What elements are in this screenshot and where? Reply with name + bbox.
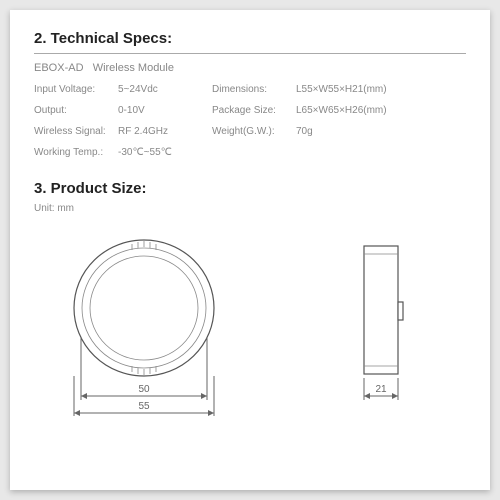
unit-label: Unit: mm (34, 203, 466, 214)
model-desc: Wireless Module (93, 62, 174, 74)
spec-value: 5~24Vdc (118, 84, 208, 95)
model-subtitle: EBOX-AD Wireless Module (34, 62, 466, 74)
side-notch (398, 302, 403, 320)
spec-label: Package Size: (212, 105, 292, 116)
spec-label: Output: (34, 105, 114, 116)
spec-label: Weight(G.W.): (212, 126, 292, 137)
section-2-title: 2. Technical Specs: (34, 30, 466, 47)
spec-value (296, 147, 406, 158)
diagram-area: 50 55 21 (34, 218, 466, 438)
spec-label: Input Voltage: (34, 84, 114, 95)
spec-sheet: 2. Technical Specs: EBOX-AD Wireless Mod… (10, 10, 490, 490)
spec-value: L65×W65×H26(mm) (296, 105, 406, 116)
spec-label: Wireless Signal: (34, 126, 114, 137)
spec-label (212, 147, 292, 158)
spec-label: Dimensions: (212, 84, 292, 95)
section-3-title: 3. Product Size: (34, 180, 466, 197)
spec-value: RF 2.4GHz (118, 126, 208, 137)
dim-50: 50 (138, 384, 150, 395)
spec-value: -30℃~55℃ (118, 147, 208, 158)
model-id: EBOX-AD (34, 62, 84, 74)
spec-value: 70g (296, 126, 406, 137)
spec-label: Working Temp.: (34, 147, 114, 158)
dim-55: 55 (138, 401, 150, 412)
product-diagram: 50 55 21 (34, 218, 466, 438)
dim-21: 21 (375, 384, 387, 395)
side-body (364, 246, 398, 374)
spec-value: 0-10V (118, 105, 208, 116)
spec-value: L55×W55×H21(mm) (296, 84, 406, 95)
specs-grid: Input Voltage: 5~24Vdc Dimensions: L55×W… (34, 84, 466, 158)
divider (34, 53, 466, 54)
front-outer-ring (74, 240, 214, 376)
